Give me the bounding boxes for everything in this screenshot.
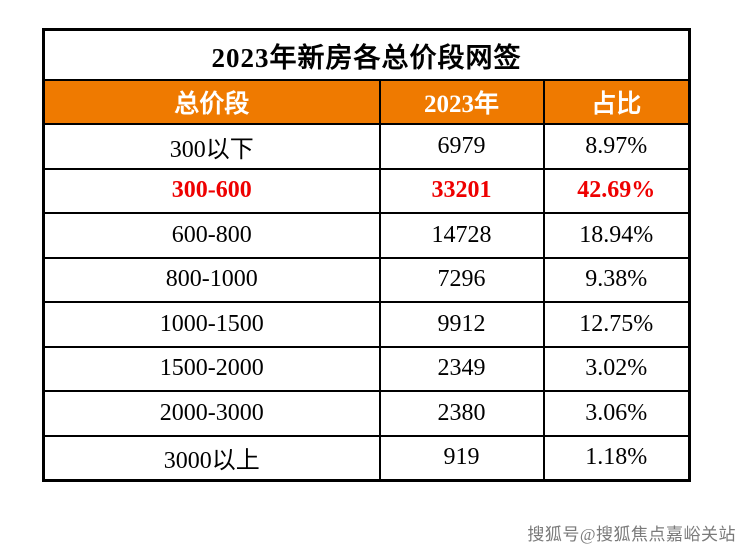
- table-row: 800-1000 7296 9.38%: [42, 256, 691, 303]
- col-header-price-range: 总价段: [42, 79, 381, 125]
- cell-price-range: 3000以上: [42, 434, 381, 482]
- col-header-year-2023: 2023年: [378, 79, 545, 125]
- cell-share: 9.38%: [542, 256, 691, 303]
- cell-share: 42.69%: [542, 167, 691, 214]
- cell-share: 3.06%: [542, 390, 691, 437]
- cell-count: 2349: [378, 345, 545, 392]
- header-row: 总价段 2023年 占比: [42, 79, 691, 125]
- cell-count: 9912: [378, 301, 545, 348]
- table-row: 3000以上 919 1.18%: [42, 434, 691, 482]
- cell-price-range: 600-800: [42, 212, 381, 259]
- price-range-table: 2023年新房各总价段网签 总价段 2023年 占比 300以下 6979 8.…: [42, 28, 692, 482]
- cell-count: 33201: [378, 167, 545, 214]
- cell-share: 18.94%: [542, 212, 691, 259]
- col-header-share: 占比: [542, 79, 691, 125]
- cell-price-range: 1000-1500: [42, 301, 381, 348]
- cell-share: 8.97%: [542, 123, 691, 170]
- cell-share: 1.18%: [542, 434, 691, 482]
- cell-count: 14728: [378, 212, 545, 259]
- table-title: 2023年新房各总价段网签: [42, 28, 691, 81]
- cell-price-range: 300-600: [42, 167, 381, 214]
- table-row: 1500-2000 2349 3.02%: [42, 345, 691, 392]
- table-row-highlighted: 300-600 33201 42.69%: [42, 167, 691, 214]
- cell-price-range: 2000-3000: [42, 390, 381, 437]
- table-row: 300以下 6979 8.97%: [42, 123, 691, 170]
- cell-price-range: 800-1000: [42, 256, 381, 303]
- cell-count: 6979: [378, 123, 545, 170]
- cell-count: 2380: [378, 390, 545, 437]
- cell-count: 7296: [378, 256, 545, 303]
- table-row: 600-800 14728 18.94%: [42, 212, 691, 259]
- table-row: 2000-3000 2380 3.06%: [42, 390, 691, 437]
- table-body: 300以下 6979 8.97% 300-600 33201 42.69% 60…: [42, 123, 691, 482]
- table-row: 1000-1500 9912 12.75%: [42, 301, 691, 348]
- cell-share: 3.02%: [542, 345, 691, 392]
- title-row: 2023年新房各总价段网签: [42, 28, 691, 81]
- cell-count: 919: [378, 434, 545, 482]
- cell-price-range: 1500-2000: [42, 345, 381, 392]
- cell-price-range: 300以下: [42, 123, 381, 170]
- watermark-text: 搜狐号@搜狐焦点嘉峪关站: [527, 525, 736, 544]
- cell-share: 12.75%: [542, 301, 691, 348]
